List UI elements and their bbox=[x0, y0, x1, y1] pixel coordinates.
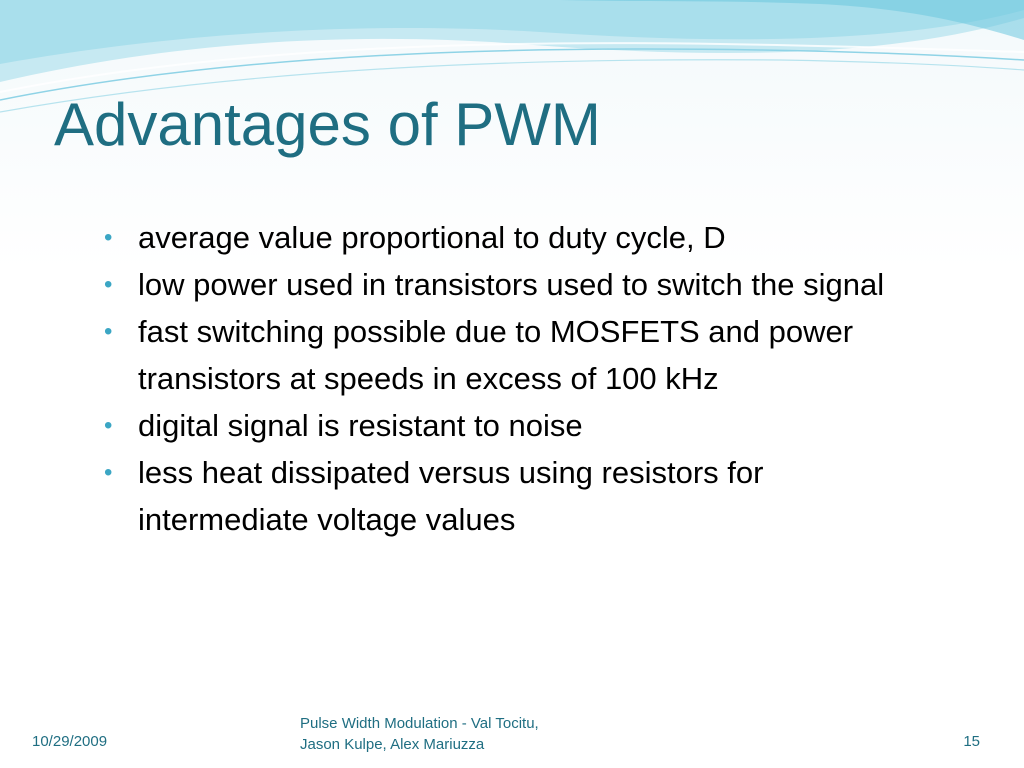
bullet-text: fast switching possible due to MOSFETS a… bbox=[138, 314, 854, 396]
bullet-text: low power used in transistors used to sw… bbox=[138, 267, 885, 302]
bullet-icon: • bbox=[104, 459, 113, 486]
slide-title: Advantages of PWM bbox=[54, 91, 601, 158]
bullet-list: • average value proportional to duty cyc… bbox=[104, 214, 924, 543]
bullet-item: • less heat dissipated versus using resi… bbox=[104, 449, 924, 543]
bullet-icon: • bbox=[104, 224, 113, 251]
bullet-icon: • bbox=[104, 318, 113, 345]
footer-text-line: Pulse Width Modulation - Val Tocitu, bbox=[300, 715, 539, 732]
page-number: 15 bbox=[963, 733, 980, 750]
footer-date: 10/29/2009 bbox=[32, 733, 108, 750]
bullet-item: • digital signal is resistant to noise bbox=[104, 402, 924, 449]
bullet-icon: • bbox=[104, 412, 113, 439]
bullet-item: • low power used in transistors used to … bbox=[104, 261, 924, 308]
bullet-item: • fast switching possible due to MOSFETS… bbox=[104, 308, 924, 402]
wave-decoration bbox=[0, 0, 1024, 113]
footer-text: Pulse Width Modulation - Val Tocitu, Jas… bbox=[300, 713, 630, 755]
bullet-text: average value proportional to duty cycle… bbox=[138, 220, 726, 255]
bullet-icon: • bbox=[104, 271, 113, 298]
footer-text-line: Jason Kulpe, Alex Mariuzza bbox=[300, 736, 485, 753]
bullet-text: digital signal is resistant to noise bbox=[138, 408, 583, 443]
bullet-text: less heat dissipated versus using resist… bbox=[138, 455, 764, 537]
bullet-item: • average value proportional to duty cyc… bbox=[104, 214, 924, 261]
